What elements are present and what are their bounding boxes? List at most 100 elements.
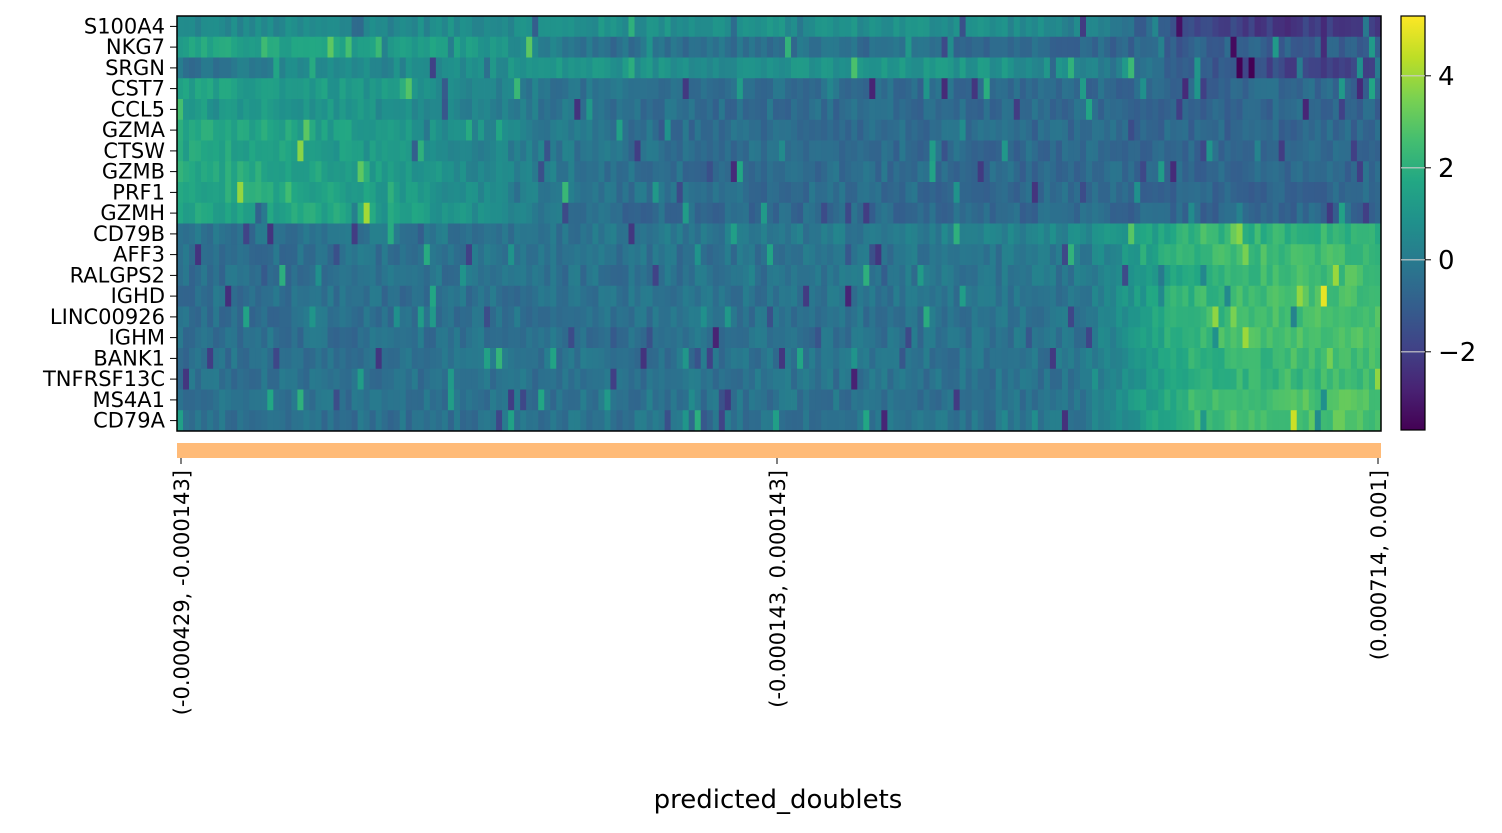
heatmap-cell	[225, 306, 232, 328]
heatmap-cell	[682, 327, 690, 349]
heatmap-cell	[562, 140, 569, 162]
heatmap-cell	[905, 223, 912, 245]
heatmap-cell	[1266, 78, 1274, 100]
heatmap-cell	[1092, 368, 1099, 390]
heatmap-cell	[610, 57, 617, 79]
heatmap-cell	[1224, 202, 1231, 224]
heatmap-cell	[815, 348, 822, 370]
heatmap-cell	[1356, 389, 1364, 411]
heatmap-cell	[1098, 368, 1105, 390]
heatmap-cell	[730, 285, 738, 307]
heatmap-cell	[478, 223, 485, 245]
heatmap-cell	[1230, 182, 1237, 204]
heatmap-cell	[1176, 244, 1183, 266]
heatmap-cell	[1055, 389, 1063, 411]
heatmap-cell	[1061, 348, 1069, 370]
heatmap-cell	[869, 223, 876, 245]
heatmap-cell	[243, 285, 250, 307]
heatmap-cell	[1037, 99, 1045, 121]
heatmap-cell	[869, 348, 876, 370]
heatmap-cell	[598, 36, 605, 58]
heatmap-cell	[712, 119, 720, 141]
heatmap-cell	[1098, 244, 1105, 266]
heatmap-cell	[255, 57, 262, 79]
heatmap-cell	[309, 57, 316, 79]
heatmap-cell	[508, 161, 515, 183]
heatmap-cell	[1230, 161, 1237, 183]
heatmap-cell	[712, 140, 720, 162]
heatmap-cell	[658, 389, 666, 411]
heatmap-cell	[502, 161, 509, 183]
heatmap-cell	[1128, 182, 1135, 204]
heatmap-cell	[393, 348, 401, 370]
heatmap-cell	[465, 119, 473, 141]
heatmap-cell	[911, 410, 918, 432]
heatmap-cell	[213, 327, 220, 349]
heatmap-cell	[1206, 36, 1213, 58]
heatmap-cell	[809, 202, 816, 224]
heatmap-cell	[1140, 78, 1147, 100]
heatmap-cell	[243, 182, 250, 204]
heatmap-cell	[502, 57, 509, 79]
heatmap-cell	[670, 16, 678, 38]
heatmap-cell	[923, 161, 930, 183]
heatmap-cell	[748, 244, 756, 266]
heatmap-cell	[983, 410, 991, 432]
heatmap-cell	[1164, 389, 1171, 411]
heatmap-cell	[1080, 78, 1087, 100]
heatmap-cell	[670, 78, 678, 100]
heatmap-cell	[941, 285, 948, 307]
heatmap-cell	[568, 368, 575, 390]
heatmap-cell	[947, 119, 954, 141]
heatmap-cell	[478, 265, 485, 287]
heatmap-cell	[219, 99, 226, 121]
heatmap-cell	[369, 389, 377, 411]
heatmap-cell	[1254, 16, 1261, 38]
heatmap-cell	[405, 410, 413, 432]
heatmap-cell	[760, 389, 768, 411]
heatmap-cell	[568, 140, 575, 162]
heatmap-cell	[1164, 368, 1171, 390]
heatmap-cell	[839, 161, 846, 183]
heatmap-cell	[1260, 57, 1268, 79]
heatmap-cell	[772, 16, 780, 38]
heatmap-cell	[496, 119, 503, 141]
heatmap-cell	[754, 16, 762, 38]
heatmap-cell	[1110, 16, 1117, 38]
colorbar-tick-label: 4	[1438, 62, 1455, 92]
heatmap-cell	[688, 78, 696, 100]
heatmap-cell	[1260, 410, 1268, 432]
heatmap-cell	[544, 99, 551, 121]
heatmap-cell	[664, 57, 672, 79]
heatmap-cell	[839, 57, 846, 79]
heatmap-cell	[538, 223, 545, 245]
heatmap-cell	[285, 16, 292, 38]
heatmap-cell	[754, 202, 762, 224]
heatmap-cell	[297, 78, 304, 100]
heatmap-cell	[742, 36, 750, 58]
heatmap-cell	[1182, 99, 1189, 121]
heatmap-cell	[423, 410, 431, 432]
heatmap-cell	[881, 265, 888, 287]
heatmap-cell	[399, 119, 407, 141]
heatmap-cell	[1158, 368, 1165, 390]
heatmap-cell	[676, 265, 684, 287]
heatmap-cell	[447, 410, 455, 432]
heatmap-cell	[484, 389, 491, 411]
heatmap-cell	[887, 16, 894, 38]
heatmap-cell	[411, 244, 419, 266]
heatmap-cell	[237, 327, 244, 349]
heatmap-cell	[911, 348, 918, 370]
heatmap-cell	[1007, 327, 1015, 349]
heatmap-cell	[207, 182, 214, 204]
heatmap-cell	[706, 327, 714, 349]
heatmap-cell	[628, 244, 635, 266]
heatmap-cell	[1007, 36, 1015, 58]
heatmap-cell	[1092, 348, 1099, 370]
heatmap-cell	[538, 410, 545, 432]
heatmap-cell	[201, 16, 208, 38]
heatmap-cell	[1290, 244, 1298, 266]
heatmap-cell	[977, 327, 985, 349]
heatmap-cell	[411, 223, 419, 245]
heatmap-cell	[1296, 202, 1304, 224]
